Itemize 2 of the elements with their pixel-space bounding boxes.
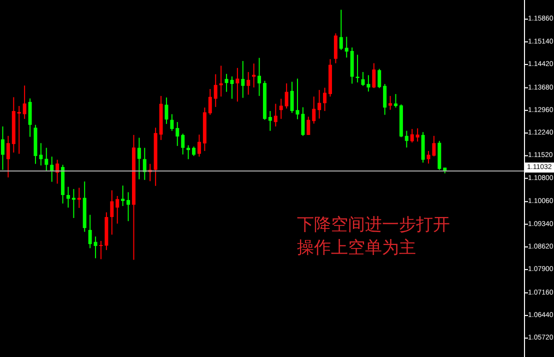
annotation: 下降空间进一步打开 (297, 215, 450, 235)
annotation: 操作上空单为主 (297, 238, 416, 258)
